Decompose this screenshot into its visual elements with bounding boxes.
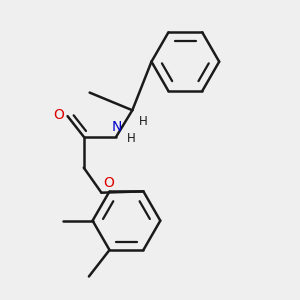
Text: O: O bbox=[103, 176, 114, 190]
Text: N: N bbox=[112, 120, 122, 134]
Text: H: H bbox=[139, 115, 148, 128]
Text: O: O bbox=[54, 108, 64, 122]
Text: H: H bbox=[126, 132, 135, 145]
